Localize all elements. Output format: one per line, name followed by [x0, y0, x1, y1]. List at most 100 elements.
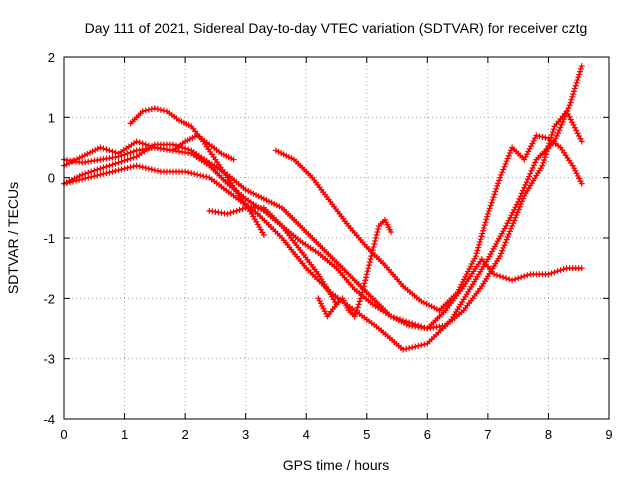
data-point [548, 131, 555, 138]
data-point [477, 236, 484, 243]
data-point [148, 106, 155, 113]
data-point [523, 151, 530, 158]
data-point [527, 143, 534, 150]
series-track-4 [61, 141, 585, 332]
data-point [479, 230, 486, 237]
data-point [541, 156, 548, 163]
data-point [136, 163, 143, 170]
data-point [497, 174, 503, 181]
data-point [409, 344, 416, 351]
data-point [578, 265, 585, 272]
data-point [499, 247, 506, 254]
data-point [127, 149, 134, 156]
data-point [130, 154, 137, 161]
data-point [509, 222, 516, 229]
data-point [374, 228, 381, 235]
data-series [61, 63, 585, 353]
data-point [503, 236, 510, 243]
data-point [160, 107, 167, 114]
data-point [115, 167, 122, 174]
data-point [515, 275, 522, 282]
data-point [512, 214, 519, 221]
x-tick-label: 5 [363, 427, 370, 442]
data-point [557, 124, 564, 131]
data-point [154, 106, 161, 113]
data-point [109, 148, 116, 155]
data-point [136, 139, 143, 146]
data-point [515, 206, 522, 213]
data-point [490, 194, 497, 201]
data-point [91, 167, 98, 174]
data-point [230, 156, 237, 163]
data-point [403, 345, 410, 352]
data-point [363, 274, 370, 281]
data-point [358, 292, 365, 299]
data-point [543, 148, 550, 155]
data-point [503, 222, 510, 229]
data-point [371, 241, 378, 248]
y-tick-label: -4 [43, 412, 55, 427]
data-point [130, 163, 137, 170]
data-point [115, 153, 122, 160]
data-point [545, 271, 552, 278]
data-point [529, 140, 536, 147]
data-point [574, 77, 581, 84]
data-point [139, 140, 146, 147]
data-point [421, 324, 428, 331]
data-point [571, 124, 578, 131]
data-point [508, 212, 515, 219]
data-point [480, 227, 487, 234]
data-point [506, 228, 513, 235]
data-point [566, 102, 573, 109]
data-point [85, 174, 92, 181]
data-point [367, 256, 374, 263]
data-point [530, 137, 537, 144]
data-point [578, 138, 585, 145]
data-point [109, 161, 116, 168]
data-point [106, 147, 113, 154]
data-point [508, 225, 515, 232]
series-track-7 [206, 108, 585, 332]
data-point [497, 273, 503, 280]
data-point [526, 173, 533, 180]
data-point [154, 167, 161, 174]
data-point [570, 122, 577, 129]
data-point [545, 142, 552, 149]
data-point [406, 345, 413, 352]
data-point [517, 200, 524, 207]
data-point [118, 166, 125, 173]
x-tick-label: 1 [121, 427, 128, 442]
data-point [260, 231, 267, 238]
x-tick-label: 6 [424, 427, 431, 442]
data-point [352, 310, 359, 317]
data-point [127, 155, 134, 162]
data-point [531, 135, 538, 142]
data-point [76, 176, 83, 183]
data-point [88, 168, 95, 175]
data-point [88, 173, 95, 180]
series-track-8 [315, 216, 394, 320]
x-tick-label: 7 [484, 427, 491, 442]
data-point [539, 133, 546, 140]
data-point [139, 108, 146, 115]
data-point [133, 138, 140, 145]
data-point [185, 146, 192, 153]
data-point [359, 289, 366, 296]
data-point [489, 196, 496, 203]
data-point [500, 244, 507, 251]
data-point [478, 233, 485, 240]
data-point [73, 177, 80, 184]
data-point [573, 127, 580, 134]
data-point [151, 105, 158, 112]
data-point [148, 166, 155, 173]
data-point [97, 165, 104, 172]
data-point [511, 217, 518, 224]
data-point [359, 286, 366, 293]
data-point [406, 319, 413, 326]
data-point [527, 170, 534, 177]
data-point [100, 170, 107, 177]
data-point [506, 276, 513, 283]
data-point [115, 159, 122, 166]
data-point [388, 313, 394, 320]
